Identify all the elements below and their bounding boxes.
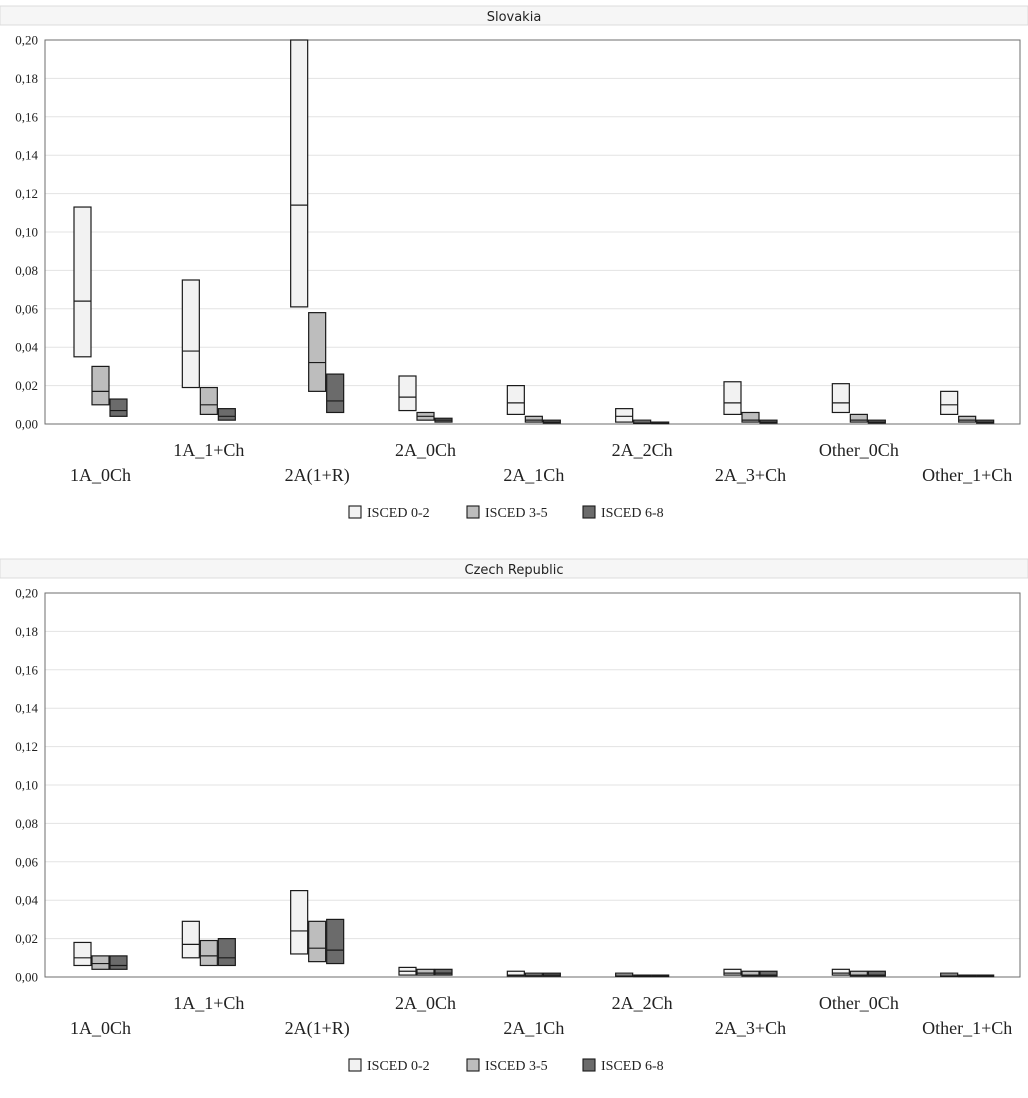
y-tick-label: 0,04 [15,893,38,908]
x-category-label: 2A(1+R) [285,465,350,486]
box-mark [199,939,218,967]
x-category-label: 2A(1+R) [285,1018,350,1039]
box-mark [506,970,525,977]
x-category-label: Other_0Ch [819,440,899,460]
legend-swatch [582,505,596,519]
x-category-label: 2A_3+Ch [715,1018,786,1038]
box-mark [867,970,886,977]
y-tick-label: 0,18 [15,71,38,86]
box-mark [741,970,760,977]
legend-swatch [466,1058,480,1072]
x-category-label: 2A_0Ch [395,993,456,1013]
box-mark [109,398,128,417]
y-tick-label: 0,12 [15,186,38,201]
y-tick-label: 0,16 [15,109,38,124]
box-mark [217,938,236,967]
x-category-label: 1A_0Ch [70,1018,131,1038]
box-mark [398,375,417,412]
box-mark [290,890,309,955]
chart-svg: Czech Republic 0,00 0,02 0,04 0,06 0,08 0,10 0,… [0,558,1028,1074]
box-mark [290,39,309,308]
box-mark [308,920,327,963]
box-mark [199,386,218,415]
y-tick-label: 0,14 [15,148,38,163]
legend-label: ISCED 6-8 [601,1059,664,1074]
y-tick-label: 0,14 [15,701,38,716]
y-tick-label: 0,08 [15,816,38,831]
box-mark [91,365,110,406]
box-mark [849,413,868,423]
box-mark [506,385,525,416]
box-mark [831,968,850,976]
y-tick-label: 0,20 [15,586,38,601]
legend-label: ISCED 3-5 [485,1059,548,1074]
box-mark [849,970,868,977]
y-tick-label: 0,02 [15,931,38,946]
chart-title: Czech Republic [465,563,564,578]
box-mark [940,390,959,415]
box-mark [759,970,778,977]
y-tick-label: 0,12 [15,739,38,754]
x-category-label: 1A_1+Ch [173,993,244,1013]
plot-frame [44,592,1021,978]
box-mark [326,918,345,965]
x-category-label: 2A_2Ch [612,993,673,1013]
chart-panel-czech-republic: Czech Republic 0,00 0,02 0,04 0,06 0,08 0,10 0,… [0,553,1028,1098]
y-tick-label: 0,06 [15,301,38,316]
x-category-label: 2A_0Ch [395,440,456,460]
chart-title-bar [0,558,1028,579]
y-tick-label: 0,00 [15,417,38,432]
box-mark [723,381,742,416]
legend-label: ISCED 6-8 [601,506,664,521]
chart-title-bar [0,5,1028,26]
legend-label: ISCED 0-2 [367,506,430,521]
legend-swatch [348,1058,362,1072]
y-tick-label: 0,10 [15,225,38,240]
box-mark [741,411,760,423]
box-mark [831,383,850,414]
x-category-label: 1A_1+Ch [173,440,244,460]
y-tick-label: 0,18 [15,624,38,639]
box-mark [217,408,236,421]
box-mark [326,373,345,414]
y-tick-label: 0,08 [15,263,38,278]
y-tick-label: 0,10 [15,778,38,793]
box-mark [73,206,92,358]
chart-title: Slovakia [487,10,542,25]
x-category-label: 1A_0Ch [70,465,131,485]
box-mark [109,955,128,970]
y-tick-label: 0,06 [15,854,38,869]
box-mark [308,312,327,392]
chart-panel-slovakia: Slovakia 0,00 0,02 0,04 0,06 0,08 0,10 0,12 0,14… [0,0,1028,545]
y-tick-label: 0,16 [15,662,38,677]
y-tick-label: 0,02 [15,378,38,393]
legend-swatch [466,505,480,519]
legend-swatch [348,505,362,519]
y-tick-label: 0,04 [15,340,38,355]
x-category-label: Other_1+Ch [922,465,1012,485]
box-mark [91,955,110,970]
legend-swatch [582,1058,596,1072]
legend-label: ISCED 0-2 [367,1059,430,1074]
box-mark [615,408,634,423]
box-mark [723,968,742,976]
chart-svg: Slovakia 0,00 0,02 0,04 0,06 0,08 0,10 0,12 0,14… [0,5,1028,521]
x-category-label: Other_0Ch [819,993,899,1013]
x-category-label: 2A_3+Ch [715,465,786,485]
x-category-label: Other_1+Ch [922,1018,1012,1038]
x-category-label: 2A_1Ch [503,465,564,485]
box-mark [416,968,435,976]
box-mark [181,920,200,959]
box-mark [524,415,543,423]
x-category-label: 2A_2Ch [612,440,673,460]
y-tick-label: 0,20 [15,33,38,48]
box-mark [958,415,977,423]
plot-frame [44,39,1021,425]
y-tick-label: 0,00 [15,970,38,985]
box-mark [73,941,92,967]
box-mark [181,279,200,389]
legend-label: ISCED 3-5 [485,506,548,521]
x-category-label: 2A_1Ch [503,1018,564,1038]
box-mark [434,968,453,976]
